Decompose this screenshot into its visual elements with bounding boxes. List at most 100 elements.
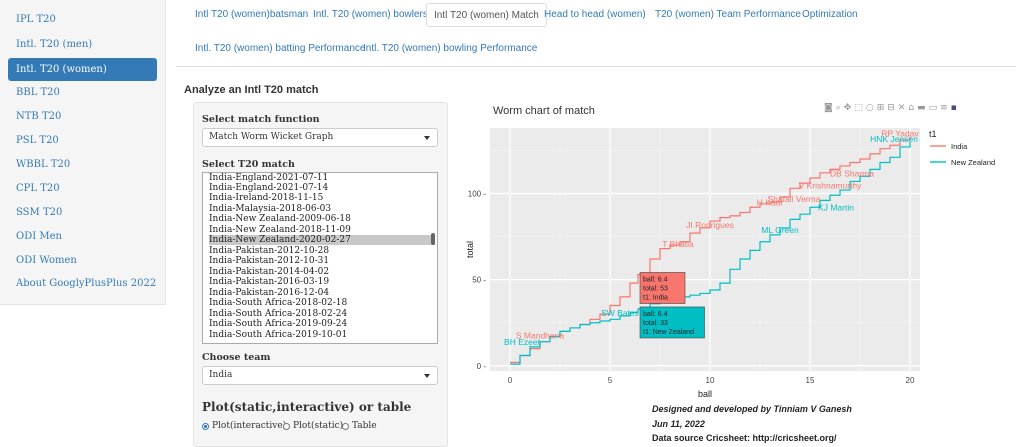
series-line-india	[510, 136, 911, 363]
sidebar-item-odi-women[interactable]: ODI Women	[16, 255, 77, 266]
wicket-label: BH Ezeet	[504, 337, 541, 347]
team-label: Choose team	[202, 352, 271, 363]
listbox-scrollbar[interactable]	[431, 233, 435, 245]
box-select-icon[interactable]: ⬚	[854, 103, 866, 113]
radio-unchecked-icon[interactable]	[342, 422, 349, 430]
radio-table[interactable]: Table	[342, 421, 377, 431]
list-item[interactable]: India-South Africa-2018-02-24	[209, 309, 348, 319]
credit-source: Data source Cricsheet: http://cricsheet.…	[652, 433, 837, 443]
hover-tooltip	[639, 272, 686, 304]
list-item[interactable]: India-New Zealand-2009-06-18	[209, 214, 351, 224]
axes: 0 5 10 15 20 0 - 50 - 100 - ball total	[465, 189, 915, 399]
series-lines	[510, 136, 911, 365]
reset-axes-icon[interactable]: ⌂	[908, 103, 918, 113]
hover-tooltip-line: total: 33	[643, 320, 668, 327]
gridlines	[490, 128, 920, 371]
list-item[interactable]: India-Pakistan-2016-12-04	[209, 288, 330, 298]
x-tick-label: 0	[508, 376, 513, 385]
camera-icon[interactable]: ◙	[824, 103, 836, 113]
wicket-label: DB Sharma	[830, 168, 874, 178]
wicket-label: H Kaur	[757, 198, 784, 208]
sidebar-item-ntb-t20[interactable]: NTB T20	[16, 111, 62, 122]
chevron-down-icon	[424, 374, 430, 378]
x-tick-label: 10	[706, 376, 715, 385]
pan-icon[interactable]: ✥	[843, 103, 855, 113]
wicket-label: JI Rodrigues	[686, 220, 734, 230]
team-value: India	[209, 370, 233, 380]
tab-bowling-performance[interactable]: Intl. T20 (women) bowling Performance	[363, 43, 538, 54]
chevron-down-icon	[424, 136, 430, 140]
sidebar-item-psl-t20[interactable]: PSL T20	[16, 135, 59, 146]
autoscale-icon[interactable]: ✕	[897, 103, 909, 113]
hover-tooltip-line: t1: New Zealand	[643, 329, 694, 336]
plot-background	[490, 128, 920, 371]
legend-entry[interactable]: India	[951, 142, 968, 151]
legend-entry[interactable]: New Zealand	[951, 158, 995, 167]
sidebar: IPL T20 Intl. T20 (men) Intl. T20 (women…	[0, 0, 166, 305]
wicket-label: KJ Martin	[818, 203, 854, 213]
list-item-selected[interactable]: India-New Zealand-2020-02-27	[209, 235, 351, 245]
list-item[interactable]: India-England-2021-07-11	[209, 173, 329, 183]
y-axis-title: total	[465, 241, 475, 258]
sidebar-item-cpl-t20[interactable]: CPL T20	[16, 183, 60, 194]
credit-date: Jun 11, 2022	[652, 419, 705, 429]
sidebar-item-bbl-t20[interactable]: BBL T20	[16, 87, 60, 98]
zoom-in-icon[interactable]: ⊞	[876, 103, 888, 113]
tab-team-performance[interactable]: T20 (women) Team Performance	[655, 9, 801, 20]
tab-bowlers[interactable]: Intl. T20 (women) bowlers	[313, 9, 428, 20]
team-select[interactable]: India	[202, 366, 438, 385]
list-item[interactable]: India-South Africa-2018-02-18	[209, 298, 348, 308]
radio-unchecked-icon[interactable]	[283, 422, 290, 430]
list-item[interactable]: India-Pakistan-2016-03-19	[209, 277, 330, 287]
match-function-select[interactable]: Match Worm Wicket Graph	[202, 128, 438, 147]
sidebar-item-about[interactable]: About GooglyPlusPlus 2022	[16, 278, 157, 289]
sidebar-item-odi-men[interactable]: ODI Men	[16, 231, 62, 242]
radio-checked-icon[interactable]	[202, 422, 209, 430]
credit-author: Designed and developed by Tinniam V Gane…	[652, 404, 852, 414]
lasso-icon[interactable]: ○	[865, 103, 877, 113]
zoom-out-icon[interactable]: ⊟	[887, 103, 898, 113]
list-item[interactable]: India-South Africa-2019-09-24	[209, 319, 348, 329]
zoom-icon[interactable]: ⌕	[835, 103, 844, 113]
tab-divider	[176, 66, 1016, 67]
list-item[interactable]: India-Pakistan-2014-04-02	[209, 267, 330, 277]
radio-plot-interactive[interactable]: Plot(interactive)	[202, 421, 286, 431]
radio-plot-static[interactable]: Plot(static)	[283, 421, 343, 431]
series-line-new-zealand	[510, 141, 911, 365]
x-axis-title: ball	[698, 389, 712, 399]
tab-batsman[interactable]: Intl T20 (women)batsman	[195, 9, 309, 20]
sidebar-item-ssm-t20[interactable]: SSM T20	[16, 207, 63, 218]
list-item[interactable]: India-Ireland-2018-11-15	[209, 193, 324, 203]
wicket-label: S Mandhana	[516, 330, 564, 340]
y-tick-label: 100 -	[468, 189, 487, 198]
wicket-label: Shafali Verma	[768, 194, 821, 204]
wicket-label: HNK Jensen	[870, 134, 918, 144]
x-tick-label: 5	[608, 376, 613, 385]
sidebar-item-intl-t20-men[interactable]: Intl. T20 (men)	[16, 39, 93, 50]
list-item[interactable]: India-England-2021-07-14	[209, 183, 329, 193]
plotly-logo-icon[interactable]: ▪	[950, 103, 960, 113]
sidebar-item-wbbl-t20[interactable]: WBBL T20	[16, 159, 71, 170]
hover-tooltips: ball: 6.4 total: 53 t1: India ball: 6.4 tota…	[639, 272, 705, 339]
wicket-label: T Bhatia	[662, 239, 694, 249]
sidebar-item-ipl-t20[interactable]: IPL T20	[16, 14, 56, 25]
match-listbox[interactable]: India-England-2021-07-11 India-England-2…	[202, 172, 438, 344]
sidebar-item-intl-t20-women[interactable]: Intl. T20 (women)	[8, 58, 157, 81]
radio-label: Plot(interactive)	[212, 421, 287, 431]
hover-tooltip-line: total: 53	[643, 285, 668, 292]
tab-match[interactable]: Intl T20 (women) Match	[426, 3, 547, 27]
tab-head-to-head[interactable]: Head to head (women)	[544, 9, 646, 20]
tab-batting-performance[interactable]: Intl. T20 (women) batting Performance	[195, 43, 366, 54]
hover-closest-icon[interactable]: ▭	[928, 103, 941, 113]
list-item[interactable]: India-Malaysia-2018-06-03	[209, 204, 332, 214]
spike-lines-icon[interactable]: ▬	[917, 103, 929, 113]
legend: t1 India New Zealand	[929, 129, 995, 167]
hover-compare-icon[interactable]: ≡	[940, 103, 951, 113]
list-item[interactable]: India-New Zealand-2018-11-09	[209, 225, 351, 235]
tab-optimization[interactable]: Optimization	[802, 9, 858, 20]
list-item[interactable]: India-South Africa-2019-10-01	[209, 330, 348, 340]
match-select-label: Select T20 match	[202, 159, 295, 170]
list-item[interactable]: India-Pakistan-2012-10-28	[209, 246, 330, 256]
list-item[interactable]: India-Pakistan-2012-10-31	[209, 256, 330, 266]
